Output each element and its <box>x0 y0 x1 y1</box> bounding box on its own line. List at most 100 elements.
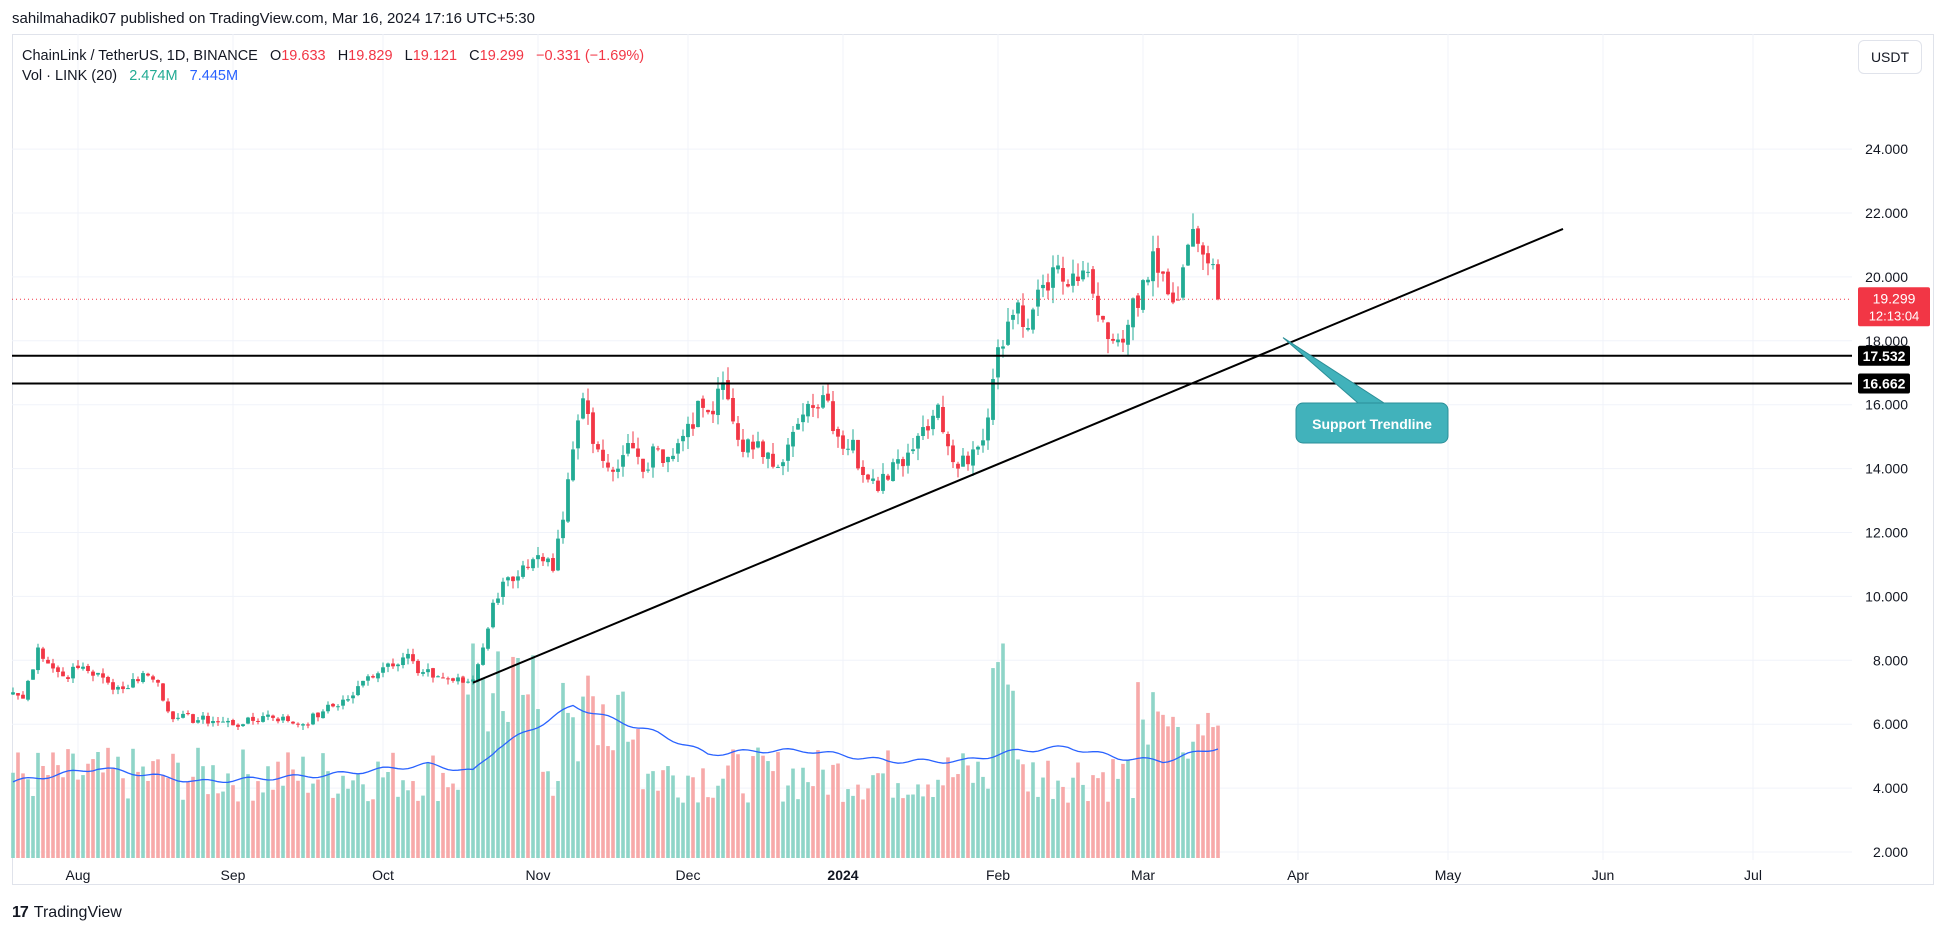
candle-body <box>86 665 90 671</box>
volume-bar <box>141 766 145 858</box>
candle <box>686 416 690 449</box>
candle <box>1056 254 1060 274</box>
volume-bar <box>446 787 450 858</box>
volume-label[interactable]: Vol · LINK (20) <box>22 68 118 84</box>
volume-bar <box>841 801 845 858</box>
candle-body <box>56 667 60 672</box>
candle-body <box>346 699 350 701</box>
volume-bar <box>506 721 510 858</box>
volume-bar <box>371 799 375 858</box>
candle-body <box>746 439 750 453</box>
candle <box>376 671 380 683</box>
volume-bar <box>156 759 160 858</box>
candle-body <box>1186 244 1190 266</box>
volume-bar <box>121 778 125 858</box>
volume-bar <box>921 796 925 858</box>
volume-bar <box>206 794 210 858</box>
candle-body <box>101 673 105 678</box>
candle-body <box>966 455 970 465</box>
volume-bar <box>1216 725 1220 858</box>
candle <box>316 712 320 722</box>
candle <box>576 414 580 460</box>
candle-body <box>296 723 300 725</box>
volume-bar <box>481 677 485 858</box>
candle <box>956 461 960 478</box>
volume-bar <box>356 774 360 858</box>
candle-body <box>356 686 360 696</box>
candle <box>1191 213 1195 247</box>
candle-body <box>826 393 830 401</box>
volume-bar <box>441 772 445 858</box>
candle <box>781 459 785 476</box>
candle-body <box>16 693 20 696</box>
candle-body <box>1161 271 1165 274</box>
candle-body <box>1141 280 1145 310</box>
candle-body <box>121 686 125 690</box>
candle <box>281 713 285 723</box>
candle <box>1031 307 1035 334</box>
volume-bar <box>736 754 740 858</box>
candle <box>56 665 60 678</box>
volume-bar <box>261 792 265 858</box>
volume-bar <box>406 790 410 858</box>
candle-body <box>336 706 340 708</box>
candle-body <box>666 456 670 463</box>
candle <box>61 667 65 677</box>
volume-bar <box>966 765 970 858</box>
volume-bar <box>136 771 140 858</box>
price-tick-label: 16.000 <box>1865 397 1908 413</box>
candle <box>541 553 545 567</box>
candle-body <box>486 628 490 649</box>
candle <box>91 669 95 682</box>
candle-body <box>366 676 370 681</box>
volume-bar <box>31 795 35 858</box>
candle <box>11 687 15 696</box>
volume-bar <box>846 789 850 858</box>
volume-bar <box>1131 798 1135 858</box>
candle <box>1216 259 1220 301</box>
candle-body <box>431 668 435 678</box>
candle <box>436 675 440 678</box>
candle-body <box>301 724 305 726</box>
candle <box>791 426 795 457</box>
candle <box>1006 307 1010 347</box>
candle-body <box>136 679 140 682</box>
volume-bar <box>386 772 390 858</box>
volume-bar <box>1171 716 1175 858</box>
candle-body <box>836 428 840 437</box>
candle-body <box>961 455 965 467</box>
candle <box>201 712 205 724</box>
time-tick-label: Nov <box>526 867 551 883</box>
candle-body <box>286 716 290 722</box>
candle <box>216 716 220 726</box>
footer-brand[interactable]: 17 TradingView <box>12 904 122 922</box>
candle <box>851 429 855 454</box>
candle <box>321 709 325 719</box>
volume-bar <box>541 771 545 858</box>
candle-body <box>341 699 345 706</box>
symbol-title[interactable]: ChainLink / TetherUS, 1D, BINANCE <box>22 48 258 64</box>
candle-body <box>676 443 680 454</box>
volume-bar <box>1051 798 1055 858</box>
volume-bar <box>91 759 95 858</box>
candle <box>206 712 210 727</box>
currency-button[interactable]: USDT <box>1858 40 1922 74</box>
candle-body <box>236 724 240 727</box>
volume-bar <box>251 800 255 858</box>
candle <box>696 400 700 428</box>
volume-bar <box>1111 759 1115 858</box>
volume-bar <box>376 761 380 858</box>
candle <box>716 377 720 425</box>
candle <box>271 714 275 721</box>
annotation-box <box>1295 402 1449 444</box>
candle <box>666 456 670 473</box>
candle <box>536 546 540 568</box>
candle <box>806 400 810 423</box>
volume-bar <box>266 766 270 858</box>
chart-frame[interactable] <box>12 34 1934 885</box>
level-price-tag: 17.532 <box>1858 345 1910 366</box>
volume-bar <box>986 788 990 858</box>
volume-bar <box>896 783 900 858</box>
candle <box>1051 255 1055 304</box>
